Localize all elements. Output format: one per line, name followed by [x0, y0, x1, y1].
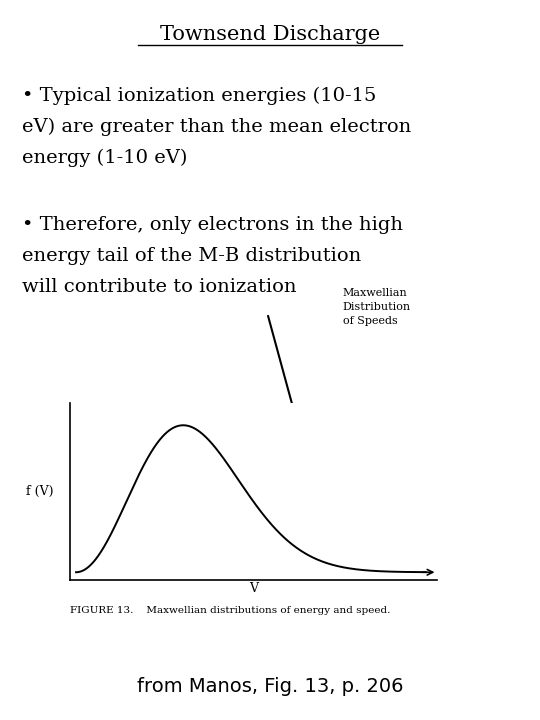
Text: energy tail of the M-B distribution: energy tail of the M-B distribution [22, 247, 361, 265]
Text: eV) are greater than the mean electron: eV) are greater than the mean electron [22, 117, 411, 135]
Text: energy (1-10 eV): energy (1-10 eV) [22, 148, 187, 166]
Y-axis label: f (V): f (V) [26, 485, 53, 498]
Text: Maxwellian
Distribution
of Speeds: Maxwellian Distribution of Speeds [343, 288, 411, 326]
Text: Townsend Discharge: Townsend Discharge [160, 25, 380, 44]
X-axis label: V: V [249, 582, 258, 595]
Text: • Therefore, only electrons in the high: • Therefore, only electrons in the high [22, 216, 403, 234]
Text: • Typical ionization energies (10-15: • Typical ionization energies (10-15 [22, 86, 376, 104]
Text: FIGURE 13.    Maxwellian distributions of energy and speed.: FIGURE 13. Maxwellian distributions of e… [70, 606, 390, 615]
Text: from Manos, Fig. 13, p. 206: from Manos, Fig. 13, p. 206 [137, 677, 403, 696]
Text: will contribute to ionization: will contribute to ionization [22, 278, 296, 296]
